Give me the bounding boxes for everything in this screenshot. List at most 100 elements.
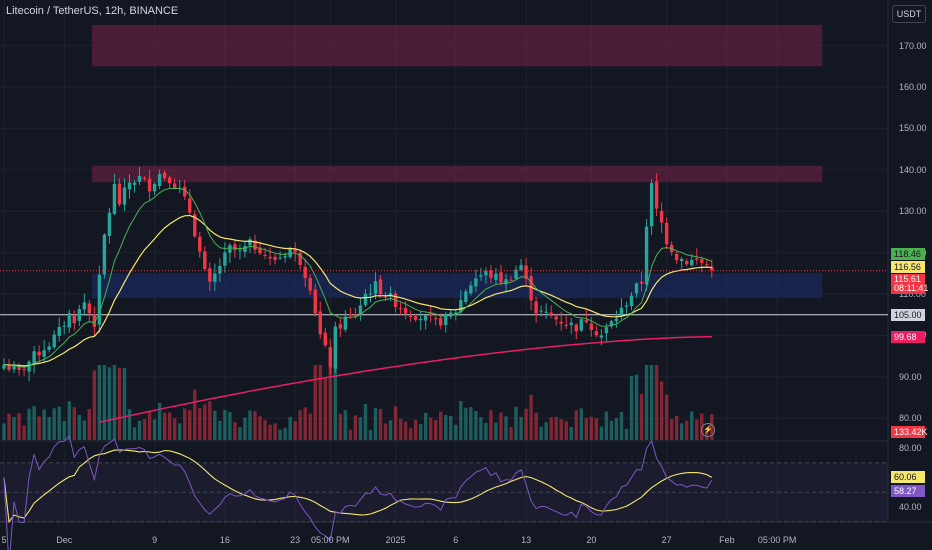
volume-bar <box>243 417 247 440</box>
candle-body <box>263 255 267 257</box>
volume-bar <box>77 414 81 440</box>
horizontal-line-tag[interactable]: 105.00 <box>891 308 925 321</box>
candle-body <box>353 314 358 317</box>
time-tick-label: 9 <box>152 535 158 545</box>
volume-bar <box>112 365 117 440</box>
candle-body <box>258 247 262 254</box>
volume-bar <box>107 367 112 440</box>
volume-bar <box>97 365 102 440</box>
volume-bar <box>373 408 378 440</box>
volume-bar <box>72 407 76 440</box>
candle-body <box>107 212 112 237</box>
volume-bar <box>659 381 664 440</box>
candle-body <box>233 244 237 250</box>
candle-body <box>454 312 458 315</box>
volume-bar <box>649 365 654 440</box>
volume-bar <box>594 418 599 440</box>
volume-bar <box>484 422 488 440</box>
candle-body <box>639 281 644 284</box>
candle-body <box>604 327 609 334</box>
volume-bar <box>454 424 458 440</box>
volume-bar <box>383 423 388 440</box>
sma-long-line <box>99 335 712 424</box>
candle-body <box>92 314 97 327</box>
volume-bar <box>22 425 26 440</box>
volume-bar <box>559 419 563 440</box>
candle-body <box>97 274 102 325</box>
volume-bar <box>117 367 122 440</box>
candle-body <box>690 259 694 266</box>
volume-bar <box>167 412 172 440</box>
candle-body <box>132 182 137 185</box>
volume-bar <box>504 416 508 440</box>
candle-body <box>42 350 46 357</box>
candle-body <box>544 311 548 313</box>
volume-bar <box>413 419 418 440</box>
volume-bar <box>569 426 573 440</box>
candle-body <box>649 183 654 227</box>
volume-bar <box>178 423 182 440</box>
volume-bar <box>644 365 649 440</box>
price-tick-label: 80.00 <box>899 413 922 424</box>
volume-bar <box>162 412 167 440</box>
volume-bar <box>193 389 197 440</box>
candle-body <box>348 314 353 316</box>
sma-long-price-tag: 99.68 <box>891 330 925 343</box>
candle-body <box>594 331 599 336</box>
candle-body <box>459 299 463 313</box>
volume-bar <box>388 420 393 440</box>
volume-bar <box>343 410 348 440</box>
volume-bar <box>690 411 694 440</box>
candle-body <box>479 275 483 277</box>
volume-bar <box>132 427 137 440</box>
volume-bar <box>614 418 619 440</box>
volume-bar <box>87 408 92 440</box>
candle-body <box>243 246 247 252</box>
candle-body <box>559 321 563 324</box>
volume-bar <box>524 408 528 440</box>
candle-body <box>87 303 92 314</box>
candle-body <box>172 183 177 189</box>
candle-body <box>162 172 167 179</box>
candle-body <box>398 308 403 310</box>
candle-body <box>273 256 277 260</box>
volume-bar <box>122 367 127 440</box>
volume-bar <box>599 426 604 440</box>
candle-body <box>429 313 433 316</box>
candle-body <box>629 295 634 307</box>
volume-bar <box>333 365 338 440</box>
candle-body <box>539 310 543 312</box>
volume-bar <box>303 407 307 440</box>
time-tick-label: Feb <box>719 535 735 545</box>
candle-body <box>57 326 61 336</box>
volume-bar <box>408 428 413 440</box>
oscillator-tick-label: 40.00 <box>899 502 922 512</box>
candle-body <box>117 183 122 205</box>
candle-body <box>203 251 207 270</box>
volume-bar <box>313 365 317 440</box>
last-price-value: 115.61 <box>894 274 921 284</box>
volume-bar <box>318 365 322 440</box>
volume-bar <box>92 370 97 440</box>
ema-slow-price-tag: 116.56 <box>891 261 925 273</box>
volume-bar <box>589 416 594 440</box>
candle-body <box>534 301 538 314</box>
oscillator-ma-line <box>3 449 713 524</box>
volume-bar <box>664 394 669 440</box>
zone-box <box>91 273 823 299</box>
candle-body <box>700 259 704 263</box>
candle-body <box>504 279 508 285</box>
candle-body <box>664 222 669 245</box>
lightning-icon[interactable]: ⚡ <box>701 423 715 437</box>
volume-bar <box>27 408 31 440</box>
candle-body <box>122 187 127 205</box>
currency-button[interactable]: USDT <box>892 5 926 23</box>
volume-bar <box>258 416 262 440</box>
candle-body <box>519 265 523 270</box>
time-tick-label: 23 <box>290 535 301 545</box>
candle-body <box>685 261 689 265</box>
price-tick-label: 140.00 <box>899 164 927 175</box>
volume-bar <box>152 419 157 440</box>
volume-bar <box>238 427 242 440</box>
